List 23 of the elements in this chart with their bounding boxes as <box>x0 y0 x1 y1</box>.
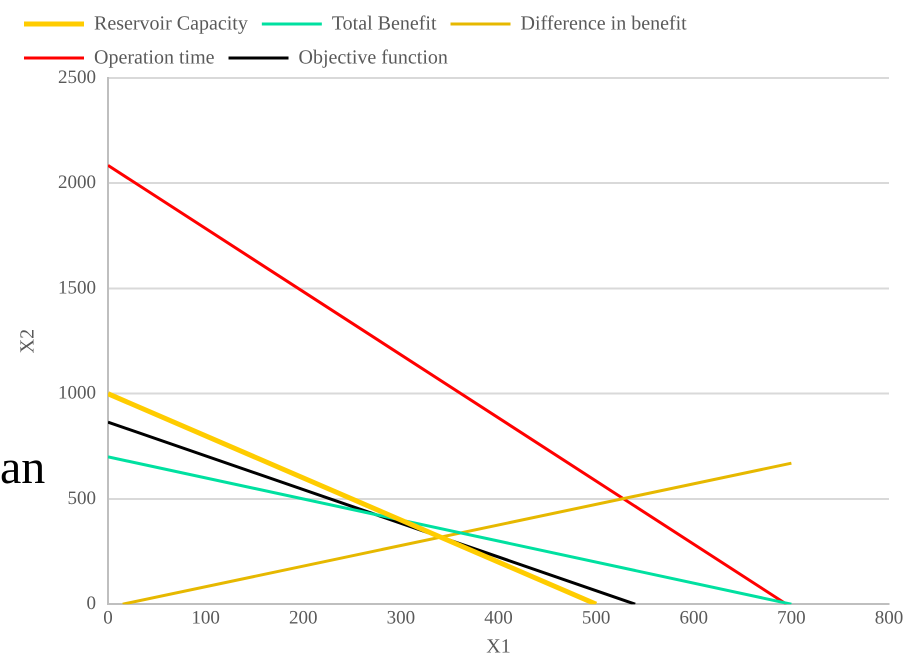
legend-label: Total Benefit <box>332 12 437 34</box>
legend-label: Difference in benefit <box>520 12 688 34</box>
x-tick-label: 400 <box>484 608 513 629</box>
y-tick-label: 500 <box>68 488 96 509</box>
legend-label: Objective function <box>298 46 448 68</box>
y-tick-label: 0 <box>86 593 96 614</box>
legend-label: Operation time <box>94 46 215 68</box>
x-axis-title: X1 <box>486 635 511 658</box>
y-tick-label: 2000 <box>58 172 96 194</box>
x-tick-label: 0 <box>103 608 113 629</box>
x-tick-label: 500 <box>582 608 610 629</box>
x-tick-label: 700 <box>777 608 806 629</box>
x-tick-label: 300 <box>386 608 416 629</box>
y-tick-label: 1000 <box>58 382 96 404</box>
y-tick-label: 2500 <box>58 66 96 88</box>
x-tick-label: 200 <box>289 608 318 629</box>
y-axis-title: X2 <box>16 328 38 354</box>
x-tick-label: 800 <box>874 608 904 629</box>
legend-label: Reservoir Capacity <box>94 12 248 34</box>
x-tick-label: 100 <box>191 608 220 629</box>
y-tick-label: 1500 <box>58 277 96 298</box>
text: an <box>0 440 46 495</box>
x-tick-label: 600 <box>680 608 708 629</box>
